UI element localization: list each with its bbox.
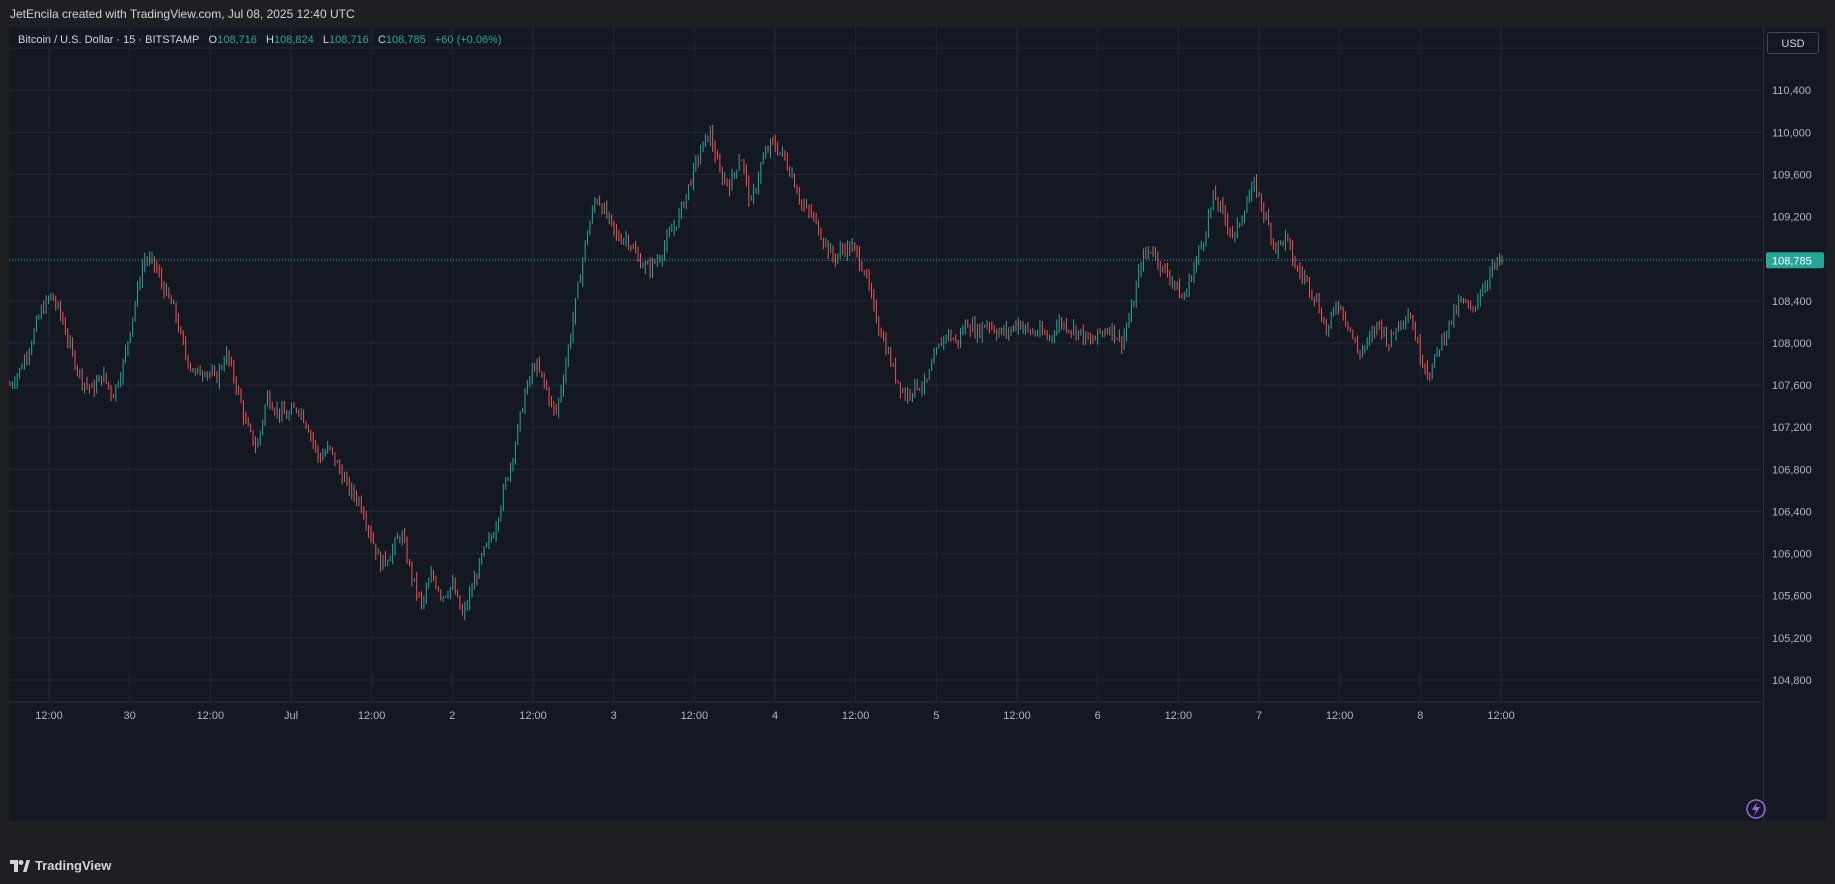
x-tick-label: 12:00	[358, 710, 386, 722]
grid	[9, 27, 1762, 701]
x-tick-label: 12:00	[1487, 710, 1515, 722]
close-value: 108,785	[385, 34, 426, 46]
symbol-name[interactable]: Bitcoin / U.S. Dollar · 15 · BITSTAMP	[18, 34, 200, 46]
y-tick-label: 106,800	[1772, 464, 1812, 476]
y-tick-label: 106,400	[1772, 506, 1812, 518]
open-label: O	[208, 34, 218, 46]
candles	[9, 124, 1503, 621]
price-ticks: 110,800110,400110,000109,600109,200108,8…	[1772, 43, 1812, 687]
y-tick-label: 107,200	[1772, 422, 1812, 434]
footer-bar	[0, 852, 1835, 884]
x-tick-label: 8	[1417, 710, 1423, 722]
last-price-label: 108,785	[1772, 255, 1812, 267]
credit-text: JetEncila created with TradingView.com, …	[10, 7, 355, 21]
y-tick-label: 104,800	[1772, 675, 1812, 687]
y-tick-label: 108,000	[1772, 338, 1812, 350]
credit-bar: JetEncila created with TradingView.com, …	[0, 0, 1835, 27]
symbol-legend: Bitcoin / U.S. Dollar · 15 · BITSTAMP O1…	[18, 34, 502, 46]
change-value: +60 (+0.06%)	[434, 34, 502, 46]
y-tick-label: 110,400	[1772, 85, 1811, 97]
x-tick-label: 12:00	[1003, 710, 1031, 722]
last-price-badge	[1766, 252, 1824, 269]
lightning-icon[interactable]	[1745, 798, 1767, 820]
x-tick-label: 12:00	[681, 710, 709, 722]
y-tick-label: 109,600	[1772, 169, 1812, 181]
x-tick-label: 4	[772, 710, 778, 722]
x-tick-label: 5	[933, 710, 939, 722]
brand-name: TradingView	[35, 858, 112, 873]
low-label: L	[322, 34, 330, 46]
x-tick-label: 12:00	[1326, 710, 1354, 722]
y-tick-label: 105,600	[1772, 591, 1812, 603]
tradingview-logo-icon	[10, 859, 30, 872]
x-tick-label: 2	[449, 710, 455, 722]
close-label: C	[377, 34, 386, 46]
footer-brand[interactable]: TradingView	[10, 858, 111, 873]
y-tick-label: 107,600	[1772, 380, 1812, 392]
x-tick-label: 7	[1256, 710, 1262, 722]
time-axis: 12:00 30 12:00 Jul 12:00 2 12:00 3 12:00 4 12:00 5 1…	[9, 701, 1762, 722]
x-tick-label: 12:00	[1165, 710, 1193, 722]
y-tick-label: 110,000	[1772, 127, 1811, 139]
high-label: H	[266, 34, 274, 46]
price-chart[interactable]: 12:00 30 12:00 Jul 12:00 2 12:00 3 12:00 4 12:00 5 1…	[9, 27, 1762, 821]
x-tick-label: 12:00	[842, 710, 870, 722]
x-tick-label: 6	[1095, 710, 1101, 722]
high-value: 108,824	[273, 34, 314, 46]
y-tick-label: 106,000	[1772, 549, 1812, 561]
y-tick-label: 109,200	[1772, 212, 1812, 224]
x-tick-label: 3	[611, 710, 617, 722]
currency-button[interactable]: USD	[1767, 32, 1819, 54]
x-tick-label: 12:00	[197, 710, 225, 722]
x-tick-label: Jul	[284, 710, 298, 722]
chart-frame[interactable]: 12:00 30 12:00 Jul 12:00 2 12:00 3 12:00 4 12:00 5 1…	[9, 27, 1826, 821]
x-tick-label: 12:00	[35, 710, 63, 722]
open-value: 108,716	[217, 34, 257, 46]
low-value: 108,716	[329, 34, 369, 46]
price-axis[interactable]: 110,800110,400110,000109,600109,200108,8…	[1763, 27, 1827, 821]
y-tick-label: 105,200	[1772, 633, 1812, 645]
y-tick-label: 108,400	[1772, 296, 1812, 308]
x-tick-label: 12:00	[519, 710, 547, 722]
x-tick-label: 30	[124, 710, 136, 722]
